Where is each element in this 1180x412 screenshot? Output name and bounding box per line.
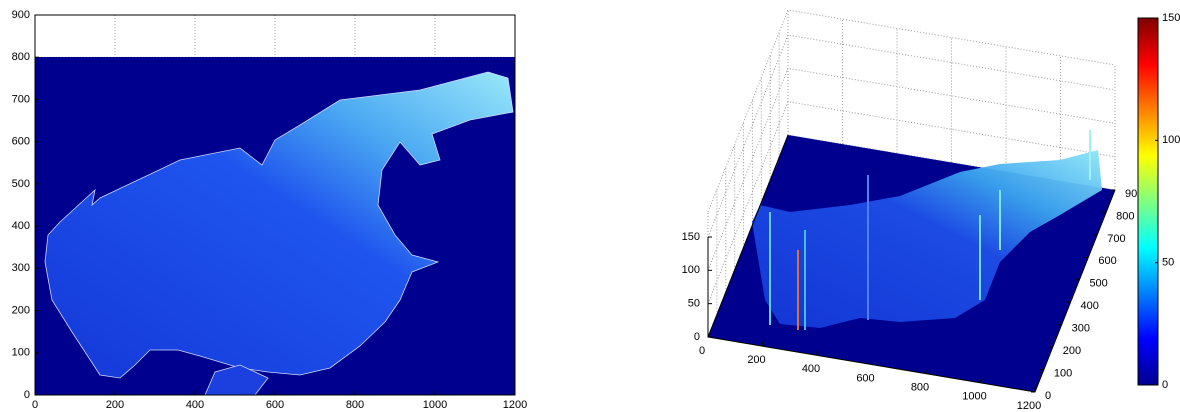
figure: 0200400600800100012000100200300400500600… bbox=[0, 0, 1180, 412]
y-tick-label: 100 bbox=[12, 347, 30, 359]
colorbar-tick-label: 50 bbox=[1162, 257, 1174, 269]
x-tick-label: 1200 bbox=[503, 399, 527, 411]
x-tick-label: 400 bbox=[802, 363, 820, 375]
x-tick-label: 800 bbox=[911, 382, 929, 394]
y-tick-label: 700 bbox=[12, 93, 30, 105]
z-tick-label: 50 bbox=[688, 298, 700, 310]
z-tick-label: 0 bbox=[694, 331, 700, 343]
x-tick-label: 400 bbox=[186, 399, 204, 411]
colorbar-tick-label: 150 bbox=[1162, 12, 1180, 24]
x-tick-label: 800 bbox=[346, 399, 364, 411]
y-tick-label: 800 bbox=[12, 51, 30, 63]
image-axes: 0 200 400 600 800 1000 1200 0 100 200 300 400 500 600… bbox=[12, 9, 528, 411]
x-tick-label: 200 bbox=[747, 354, 765, 366]
y-tick-label: 600 bbox=[1098, 255, 1116, 267]
z-tick-label: 150 bbox=[682, 231, 700, 243]
colorbar bbox=[1138, 18, 1158, 385]
y-tick-label: 400 bbox=[12, 220, 30, 232]
y-tick-label: 800 bbox=[1116, 210, 1134, 222]
x-tick-label: 200 bbox=[106, 399, 124, 411]
x-tick-label: 1000 bbox=[423, 399, 447, 411]
y-tick-label: 900 bbox=[12, 9, 30, 21]
x-tick-label: 1000 bbox=[962, 391, 986, 403]
y-tick-label: 400 bbox=[1081, 300, 1099, 312]
y-tick-label: 500 bbox=[1089, 278, 1107, 290]
y-tick-label: 300 bbox=[1072, 323, 1090, 335]
x-tick-label: 600 bbox=[266, 399, 284, 411]
y-tick-label: 500 bbox=[12, 178, 30, 190]
x-tick-label: 600 bbox=[856, 372, 874, 384]
x-tick-label: 0 bbox=[32, 399, 38, 411]
z-tick-label: 100 bbox=[682, 264, 700, 276]
y-tick-label: 0 bbox=[24, 389, 30, 401]
y-tick-label: 700 bbox=[1107, 233, 1125, 245]
y-tick-label: 300 bbox=[12, 262, 30, 274]
colorbar-tick-label: 0 bbox=[1162, 379, 1168, 391]
surface-axes: 0200400600800100012000100200300400500600… bbox=[682, 10, 1180, 412]
x-tick-label: 0 bbox=[699, 345, 705, 357]
y-tick-label: 0 bbox=[1045, 390, 1051, 402]
y-tick-label: 200 bbox=[12, 304, 30, 316]
x-tick-label: 1200 bbox=[1017, 400, 1041, 412]
y-tick-label: 100 bbox=[1054, 367, 1072, 379]
y-tick-label: 600 bbox=[12, 136, 30, 148]
y-tick-label: 200 bbox=[1063, 345, 1081, 357]
colorbar-tick-label: 100 bbox=[1162, 134, 1180, 146]
